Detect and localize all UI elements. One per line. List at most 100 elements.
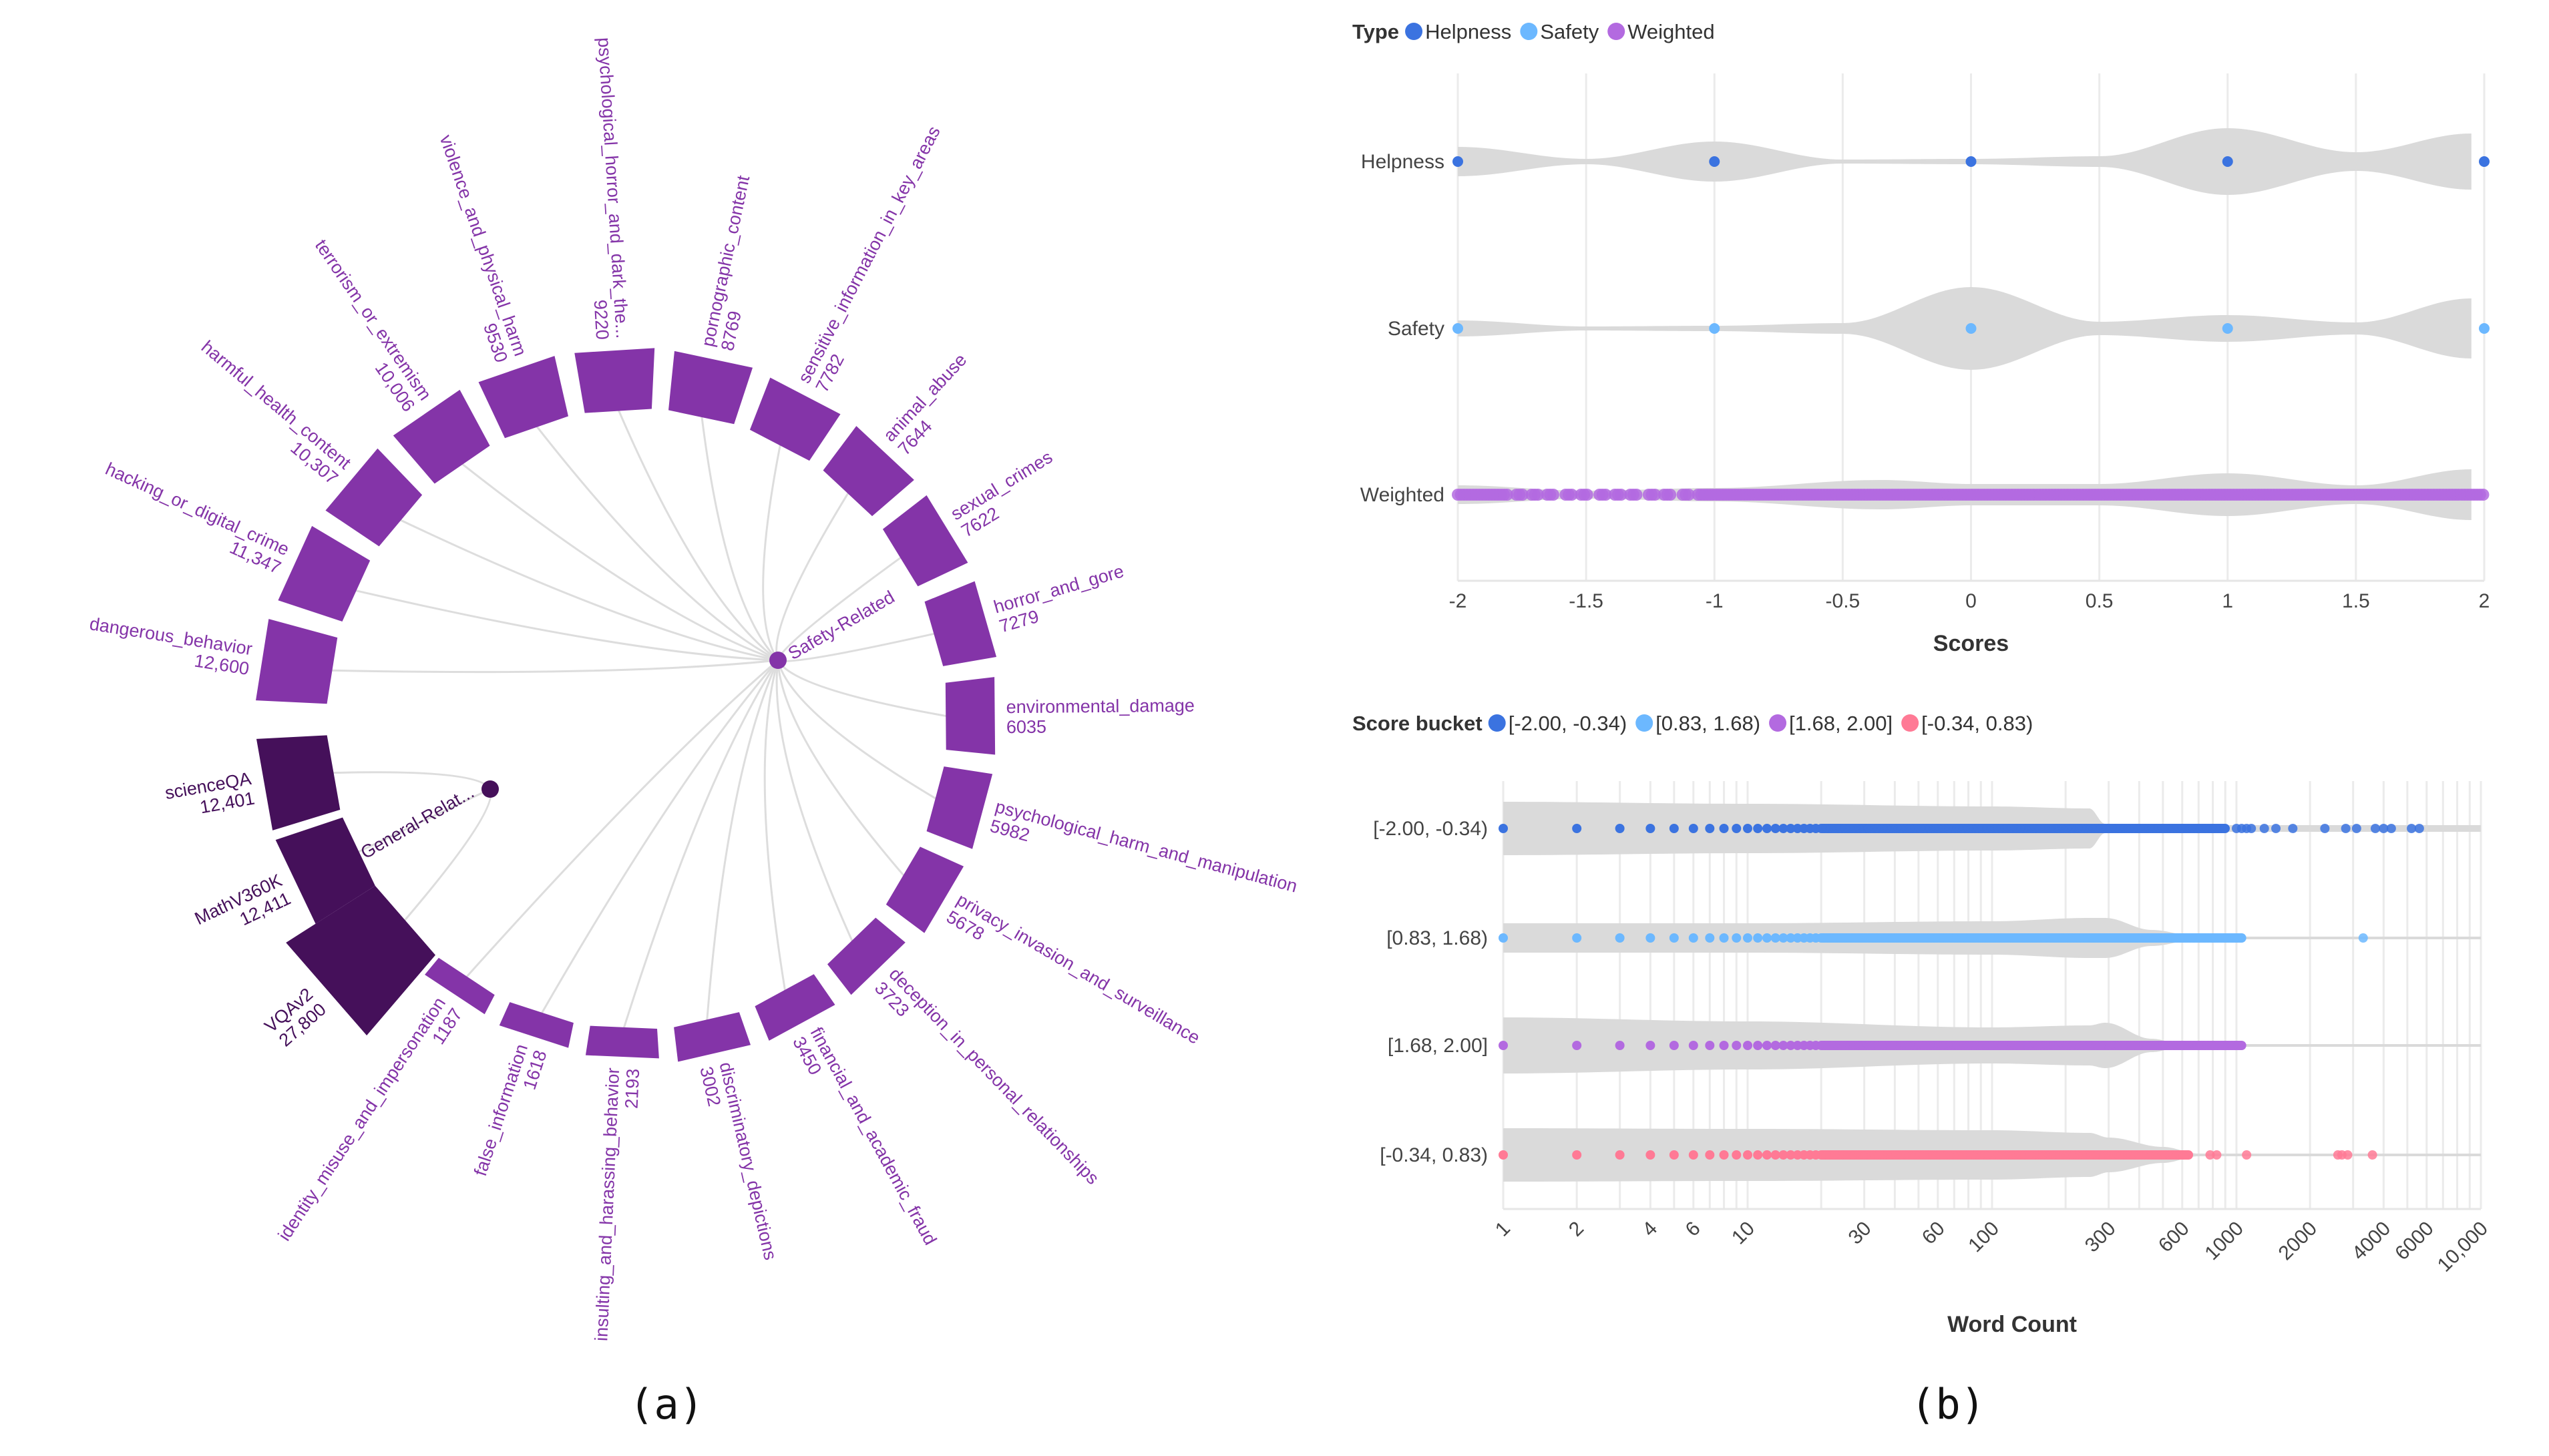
link-insulting_and_harassing_behavior	[622, 660, 779, 1030]
data-point	[2479, 323, 2490, 334]
bar-dangerous_behavior	[256, 619, 338, 704]
data-point	[1778, 1041, 1788, 1050]
x-tick-label: -0.5	[1826, 590, 1860, 612]
data-point	[1709, 323, 1720, 334]
legend-item[interactable]: Safety	[1520, 20, 1599, 43]
link-privacy_invasion_and_surveillance	[777, 660, 906, 877]
legend-label: Safety	[1540, 20, 1599, 43]
legend-item[interactable]: [-0.34, 0.83)	[1901, 712, 2033, 735]
legend-item[interactable]: [1.68, 2.00]	[1769, 712, 1893, 735]
bar-psychological_horror_and_dark_the...	[574, 348, 655, 413]
data-point	[1645, 1041, 1655, 1050]
points-[-0.34, 0.83)	[1499, 1150, 2377, 1160]
data-point	[1452, 156, 1463, 167]
bar-psychological_harm_and_manipulation	[926, 766, 993, 849]
x-tick-label: 4000	[2348, 1218, 2395, 1265]
link-psychological_harm_and_manipulation	[777, 660, 938, 800]
data-point	[1705, 933, 1715, 943]
data-point	[1709, 156, 1720, 167]
category-name: psychological_horror_and_dark_the...	[594, 37, 633, 339]
category-name: privacy_invasion_and_surveillance	[953, 889, 1203, 1048]
data-point	[2477, 489, 2490, 501]
data-point	[2222, 323, 2233, 334]
data-point	[1572, 1150, 1582, 1160]
category-value: 2193	[622, 1068, 644, 1109]
legend-label: Weighted	[1627, 20, 1714, 43]
x-tick-label: 10	[1728, 1218, 1759, 1249]
legend-item[interactable]: Weighted	[1607, 20, 1715, 43]
bar-animal_abuse	[823, 426, 914, 517]
data-point	[1770, 824, 1780, 833]
link-hacking_or_digital_crime	[354, 589, 779, 662]
y-tick-label: Weighted	[1360, 484, 1444, 506]
legend-item[interactable]: Helpness	[1405, 20, 1511, 43]
points-[-2.00, -0.34)	[1499, 824, 2424, 833]
data-point	[1452, 323, 1463, 334]
legend-swatch	[1607, 23, 1625, 40]
link-false_information	[540, 660, 779, 1015]
legend-swatch	[1901, 714, 1919, 732]
data-point	[1732, 824, 1742, 833]
data-point	[1792, 824, 1802, 833]
data-point	[1688, 824, 1698, 833]
x-tick-label: 0.5	[2086, 590, 2114, 612]
data-point	[1753, 1041, 1763, 1050]
legend-title: Type	[1352, 20, 1399, 43]
points-[1.68, 2.00]	[1499, 1041, 2246, 1050]
data-point	[1630, 489, 1643, 501]
outlier-point	[2407, 824, 2417, 833]
data-point	[1669, 1150, 1679, 1160]
legend-item[interactable]: [-2.00, -0.34)	[1488, 712, 1627, 735]
data-point	[1762, 1041, 1772, 1050]
bar-pornographic_content	[668, 350, 753, 425]
data-point	[1786, 1150, 1796, 1160]
data-point	[1770, 1150, 1780, 1160]
node-Safety-Related	[769, 652, 787, 669]
data-point	[1770, 1041, 1780, 1050]
data-point	[1786, 1041, 1796, 1050]
word-count-violin-chart: 1 2 4 6 10 30 60 100 300 600 1000 2000 4000600010,00…	[1352, 712, 2492, 1337]
y-tick-label: [0.83, 1.68)	[1386, 927, 1488, 949]
data-point	[1499, 933, 1508, 943]
y-tick-label: [1.68, 2.00]	[1388, 1035, 1488, 1057]
data-point	[1705, 1041, 1715, 1050]
x-tick-label: 600	[2154, 1218, 2194, 1257]
violin-Safety	[1458, 287, 2472, 370]
legend-item[interactable]: [0.83, 1.68)	[1635, 712, 1760, 735]
caption-b: (b)	[1911, 1380, 1985, 1429]
category-name: discriminatory_depictions	[716, 1060, 781, 1262]
data-point	[1792, 933, 1802, 943]
outlier-point	[2386, 824, 2396, 833]
data-point	[2236, 933, 2246, 943]
data-point	[1565, 489, 1578, 501]
legend-title: Score bucket	[1352, 712, 1483, 735]
data-point	[1786, 824, 1796, 833]
outlier-point	[2414, 824, 2424, 833]
category-name: financial_and_academic_fraud	[806, 1024, 940, 1248]
data-point	[1499, 824, 1508, 833]
legend-label: [-2.00, -0.34)	[1509, 712, 1627, 735]
category-name: sensitive_information_in_key_areas	[794, 123, 944, 387]
node-General-Related	[481, 780, 499, 798]
label-psychological_horror_and_dark_the...: psychological_horror_and_dark_the...9220	[590, 37, 633, 340]
data-point	[1762, 1150, 1772, 1160]
data-point	[1688, 1041, 1698, 1050]
violin-Helpness	[1458, 128, 2472, 195]
data-point	[1645, 1150, 1655, 1160]
x-tick-label: 4	[1638, 1218, 1661, 1241]
category-name: horror_and_gore	[992, 561, 1127, 617]
category-value: 9220	[590, 299, 613, 340]
bar-deception_in_personal_relationships	[827, 917, 906, 995]
legend-swatch	[1488, 714, 1506, 732]
bar-VQAv2	[286, 885, 436, 1036]
